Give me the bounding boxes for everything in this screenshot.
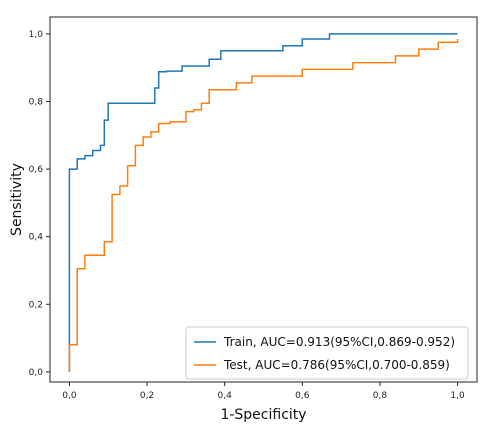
series-line-test [68,39,459,372]
y-tick-label: 0,8 [29,97,44,107]
series-line-train [68,33,458,372]
legend-box [185,326,469,380]
legend-entry: Train, AUC=0.913(95%CI,0.869-0.952) [223,335,455,349]
legend: Train, AUC=0.913(95%CI,0.869-0.952) Test,… [185,326,469,380]
y-tick-label: 0,0 [29,368,44,378]
x-tick-label: 0,8 [373,391,388,401]
legend-entry: Test, AUC=0.786(95%CI,0.700-0.859) [223,358,450,372]
y-axis-ticks: 0,0 0,2 0,4 0,6 0,8 1,0 [29,30,50,378]
y-tick-label: 0,4 [29,233,44,243]
y-tick-label: 0,6 [29,165,44,175]
y-tick-label: 1,0 [29,30,44,40]
y-axis-label: Sensitivity [9,163,25,236]
x-tick-label: 0,0 [62,391,77,401]
y-tick-label: 0,2 [29,300,43,310]
x-tick-label: 0,6 [295,391,310,401]
x-tick-label: 0,2 [140,391,154,401]
roc-curves [68,33,459,372]
x-axis-ticks: 0,0 0,2 0,4 0,6 0,8 1,0 [62,382,465,401]
x-tick-label: 0,4 [218,391,233,401]
x-axis-label: 1-Specificity [220,407,306,423]
x-tick-label: 1,0 [450,391,465,401]
plot-frame [49,16,478,383]
